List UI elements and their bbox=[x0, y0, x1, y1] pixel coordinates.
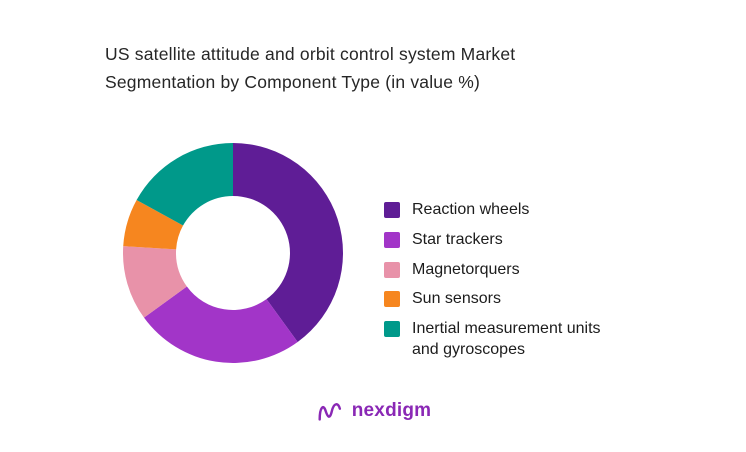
nexdigm-logo: nexdigm bbox=[0, 396, 746, 426]
pie-slice-reaction-wheels bbox=[233, 143, 344, 342]
pie-slice-star-trackers bbox=[144, 286, 298, 364]
nexdigm-logo-text: nexdigm bbox=[351, 400, 432, 421]
legend-label: Sun sensors bbox=[412, 290, 501, 308]
legend-swatch bbox=[384, 291, 400, 308]
legend-label: Reaction wheels bbox=[412, 201, 530, 218]
legend-item: Inertial measurement units and gyroscope… bbox=[384, 319, 612, 361]
legend-item: Reaction wheels bbox=[384, 200, 612, 221]
legend-label: Star trackers bbox=[412, 230, 503, 248]
legend-label: Inertial measurement units and gyroscope… bbox=[412, 320, 601, 358]
legend-swatch bbox=[384, 261, 400, 278]
legend-label: Magnetorquers bbox=[412, 260, 520, 278]
pie-slice-inertial-measurement-units-and-gyroscopes bbox=[136, 143, 233, 226]
legend-item: Star trackers bbox=[384, 230, 612, 251]
legend-item: Sun sensors bbox=[384, 289, 612, 310]
donut-chart bbox=[123, 143, 344, 364]
nexdigm-logo-icon bbox=[318, 403, 341, 421]
pie-slice-sun-sensors bbox=[123, 200, 184, 250]
pie-slice-magnetorquers bbox=[123, 246, 187, 318]
chart-legend: Reaction wheels Star trackers Magnetorquer… bbox=[384, 200, 612, 361]
legend-swatch bbox=[384, 321, 400, 338]
legend-swatch bbox=[384, 202, 400, 218]
legend-item: Magnetorquers bbox=[384, 260, 612, 281]
chart-title: US satellite attitude and orbit control … bbox=[105, 44, 516, 93]
legend-swatch bbox=[384, 231, 400, 248]
